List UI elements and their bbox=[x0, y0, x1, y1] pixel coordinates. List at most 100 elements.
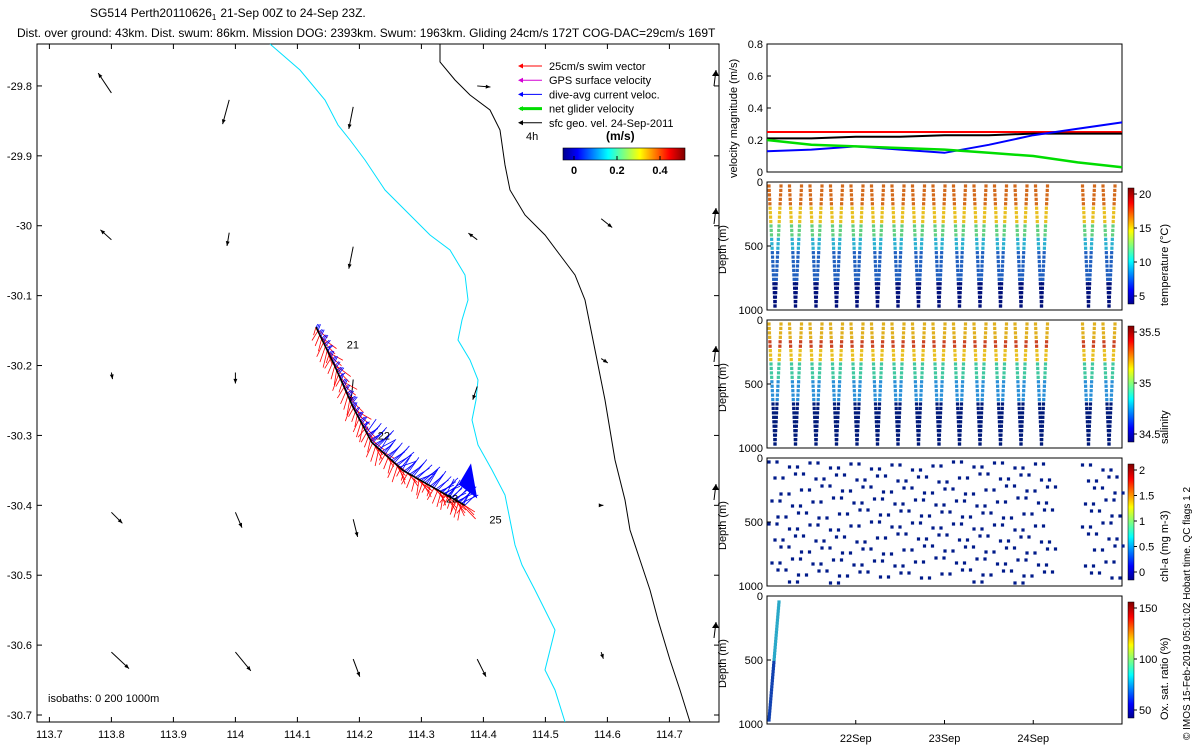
profile-dot bbox=[939, 255, 944, 259]
profile-dot bbox=[955, 384, 959, 388]
profile-dot bbox=[1083, 228, 1087, 233]
profile-dot bbox=[914, 264, 919, 268]
profile-dot bbox=[1041, 406, 1045, 411]
profile-dot bbox=[901, 331, 906, 335]
profile-dot bbox=[1102, 211, 1106, 215]
profile-dot bbox=[877, 268, 881, 273]
profile-dot bbox=[835, 295, 839, 299]
profile-dot bbox=[1016, 384, 1020, 388]
profile-dot bbox=[889, 490, 894, 494]
profile-dot bbox=[982, 353, 987, 357]
profile-dot bbox=[852, 393, 857, 397]
profile-dot bbox=[897, 424, 901, 428]
profile-dot bbox=[812, 259, 816, 264]
profile-dot bbox=[937, 295, 942, 299]
current-arrow-head bbox=[354, 531, 359, 537]
profile-dot bbox=[940, 389, 944, 393]
profile-dot bbox=[830, 353, 834, 357]
current-vector bbox=[349, 395, 356, 401]
profile-dot bbox=[878, 246, 882, 250]
profile-dot bbox=[939, 393, 944, 397]
profile-dot bbox=[818, 357, 822, 362]
profile-dot bbox=[1081, 193, 1085, 197]
profile-dot bbox=[1108, 291, 1112, 295]
profile-dot bbox=[983, 211, 987, 215]
profile-dot bbox=[832, 397, 836, 402]
current-vector bbox=[400, 457, 410, 469]
profile-dot bbox=[955, 259, 959, 264]
profile-dot bbox=[863, 478, 867, 482]
profile-dot bbox=[853, 406, 857, 411]
swim-vector bbox=[344, 403, 353, 422]
current-arrow-head bbox=[607, 223, 613, 228]
profile-dot bbox=[768, 197, 772, 201]
profile-dot bbox=[1081, 335, 1085, 339]
profile-dot bbox=[943, 188, 947, 193]
profile-dot bbox=[768, 703, 772, 707]
profile-dot bbox=[771, 397, 775, 402]
profile-dot bbox=[840, 193, 844, 197]
profile-dot bbox=[769, 228, 773, 233]
profile-dot bbox=[933, 362, 937, 366]
profile-dot bbox=[978, 437, 982, 442]
profile-dot bbox=[891, 353, 896, 357]
profile-dot bbox=[1004, 184, 1009, 188]
profile-dot bbox=[1000, 282, 1004, 286]
profile-dot bbox=[1084, 397, 1088, 402]
profile-dot bbox=[1001, 246, 1005, 250]
profile-dot bbox=[938, 286, 942, 290]
profile-dot bbox=[1002, 237, 1006, 241]
profile-dot bbox=[980, 406, 984, 411]
profile-dot bbox=[1113, 184, 1117, 188]
profile-dot bbox=[938, 291, 942, 295]
profile-dot bbox=[1014, 206, 1018, 210]
profile-dot bbox=[837, 397, 841, 402]
profile-dot bbox=[777, 228, 781, 233]
profile-dot bbox=[962, 344, 966, 348]
y-tick-label: -30.2 bbox=[7, 361, 32, 373]
profile-dot bbox=[1105, 411, 1110, 415]
profile-dot bbox=[814, 304, 818, 308]
profile-dot bbox=[1047, 478, 1052, 482]
profile-dot bbox=[853, 402, 857, 406]
profile-dot bbox=[1109, 259, 1113, 264]
profile-dot bbox=[773, 295, 778, 299]
profile-dot bbox=[1085, 273, 1089, 277]
profile-dot bbox=[795, 273, 799, 277]
profile-dot bbox=[938, 424, 942, 428]
profile-dot bbox=[869, 467, 874, 471]
profile-dot bbox=[1090, 233, 1094, 237]
profile-dot bbox=[973, 206, 977, 210]
colorbar-tick-label: 0.4 bbox=[652, 165, 668, 177]
profile-dot bbox=[922, 188, 926, 193]
colorbar-title: (m/s) bbox=[606, 129, 635, 143]
profile-dot bbox=[1034, 197, 1038, 201]
profile-dot bbox=[810, 357, 814, 362]
profile-dot bbox=[1088, 273, 1092, 277]
profile-dot bbox=[922, 491, 927, 495]
profile-dot bbox=[957, 424, 961, 428]
panel-colorbar bbox=[1127, 325, 1135, 443]
profile-dot bbox=[811, 562, 815, 566]
profile-dot bbox=[1086, 424, 1090, 428]
profile-dot bbox=[1107, 537, 1111, 541]
profile-dot bbox=[877, 277, 881, 281]
profile-dot bbox=[1025, 326, 1029, 331]
profile-dot bbox=[896, 433, 901, 437]
profile-dot bbox=[938, 273, 943, 277]
profile-dot bbox=[1087, 286, 1091, 290]
profile-dot bbox=[776, 615, 780, 619]
current-vector bbox=[399, 460, 417, 468]
profile-dot bbox=[1037, 251, 1041, 255]
profile-dot bbox=[914, 389, 918, 393]
profile-dot bbox=[874, 411, 878, 415]
profile-dot bbox=[974, 362, 978, 366]
profile-dot bbox=[983, 557, 987, 561]
profile-dot bbox=[789, 206, 793, 210]
velocity-line bbox=[767, 132, 1122, 140]
current-vector bbox=[431, 474, 444, 488]
profile-dot bbox=[854, 277, 858, 281]
profile-dot bbox=[1021, 264, 1025, 268]
profile-dot bbox=[993, 335, 997, 339]
profile-dot bbox=[1084, 402, 1089, 406]
